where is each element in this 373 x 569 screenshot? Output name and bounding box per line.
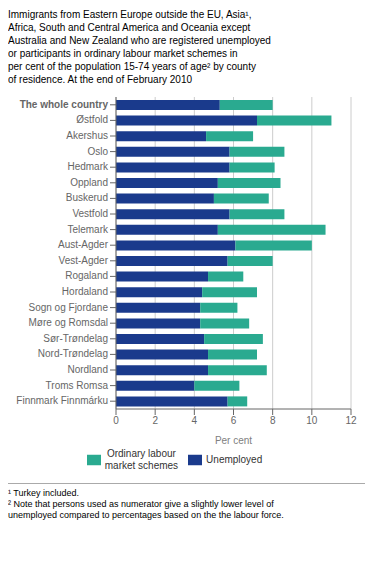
svg-text:6: 6 <box>231 415 237 426</box>
svg-text:The whole country: The whole country <box>20 99 109 110</box>
svg-text:12: 12 <box>345 415 357 426</box>
svg-text:Akershus: Akershus <box>66 130 108 141</box>
svg-text:4: 4 <box>192 415 198 426</box>
html-text:Immigrants from Eastern Europe: Immigrants from Eastern Europe outside t… <box>8 9 271 85</box>
svg-text:Rogaland: Rogaland <box>65 270 108 281</box>
svg-text:Østfold: Østfold <box>76 114 108 125</box>
svg-text:Hordaland: Hordaland <box>62 286 108 297</box>
svg-text:0: 0 <box>113 415 119 426</box>
html-text:¹ Turkey included. ² Note that: ¹ Turkey included. ² Note that persons u… <box>8 488 284 520</box>
svg-text:2: 2 <box>152 415 158 426</box>
svg-text:Vest-Agder: Vest-Agder <box>59 255 109 266</box>
svg-text:Aust-Agder: Aust-Agder <box>58 239 109 250</box>
svg-text:Nordland: Nordland <box>67 364 108 375</box>
svg-text:Nord-Trøndelag: Nord-Trøndelag <box>38 348 108 359</box>
svg-text:8: 8 <box>270 415 276 426</box>
html-text:Unemployed: Unemployed <box>206 454 263 465</box>
svg-text:Møre og Romsdal: Møre og Romsdal <box>29 317 108 328</box>
svg-text:Oslo: Oslo <box>87 146 108 157</box>
svg-text:Per cent: Per cent <box>215 435 252 446</box>
svg-text:Vestfold: Vestfold <box>72 208 108 219</box>
svg-text:Finnmark Finnmárku: Finnmark Finnmárku <box>16 395 108 406</box>
svg-text:Oppland: Oppland <box>70 177 108 188</box>
svg-text:10: 10 <box>306 415 318 426</box>
svg-text:Buskerud: Buskerud <box>66 192 108 203</box>
svg-text:Troms Romsa: Troms Romsa <box>46 380 109 391</box>
svg-text:Hedmark: Hedmark <box>67 161 109 172</box>
svg-text:Telemark: Telemark <box>67 224 109 235</box>
svg-text:Sør-Trøndelag: Sør-Trøndelag <box>43 333 108 344</box>
svg-text:Sogn og Fjordane: Sogn og Fjordane <box>28 302 108 313</box>
html-text:Ordinary labour market schemes: Ordinary labour market schemes <box>104 448 179 471</box>
